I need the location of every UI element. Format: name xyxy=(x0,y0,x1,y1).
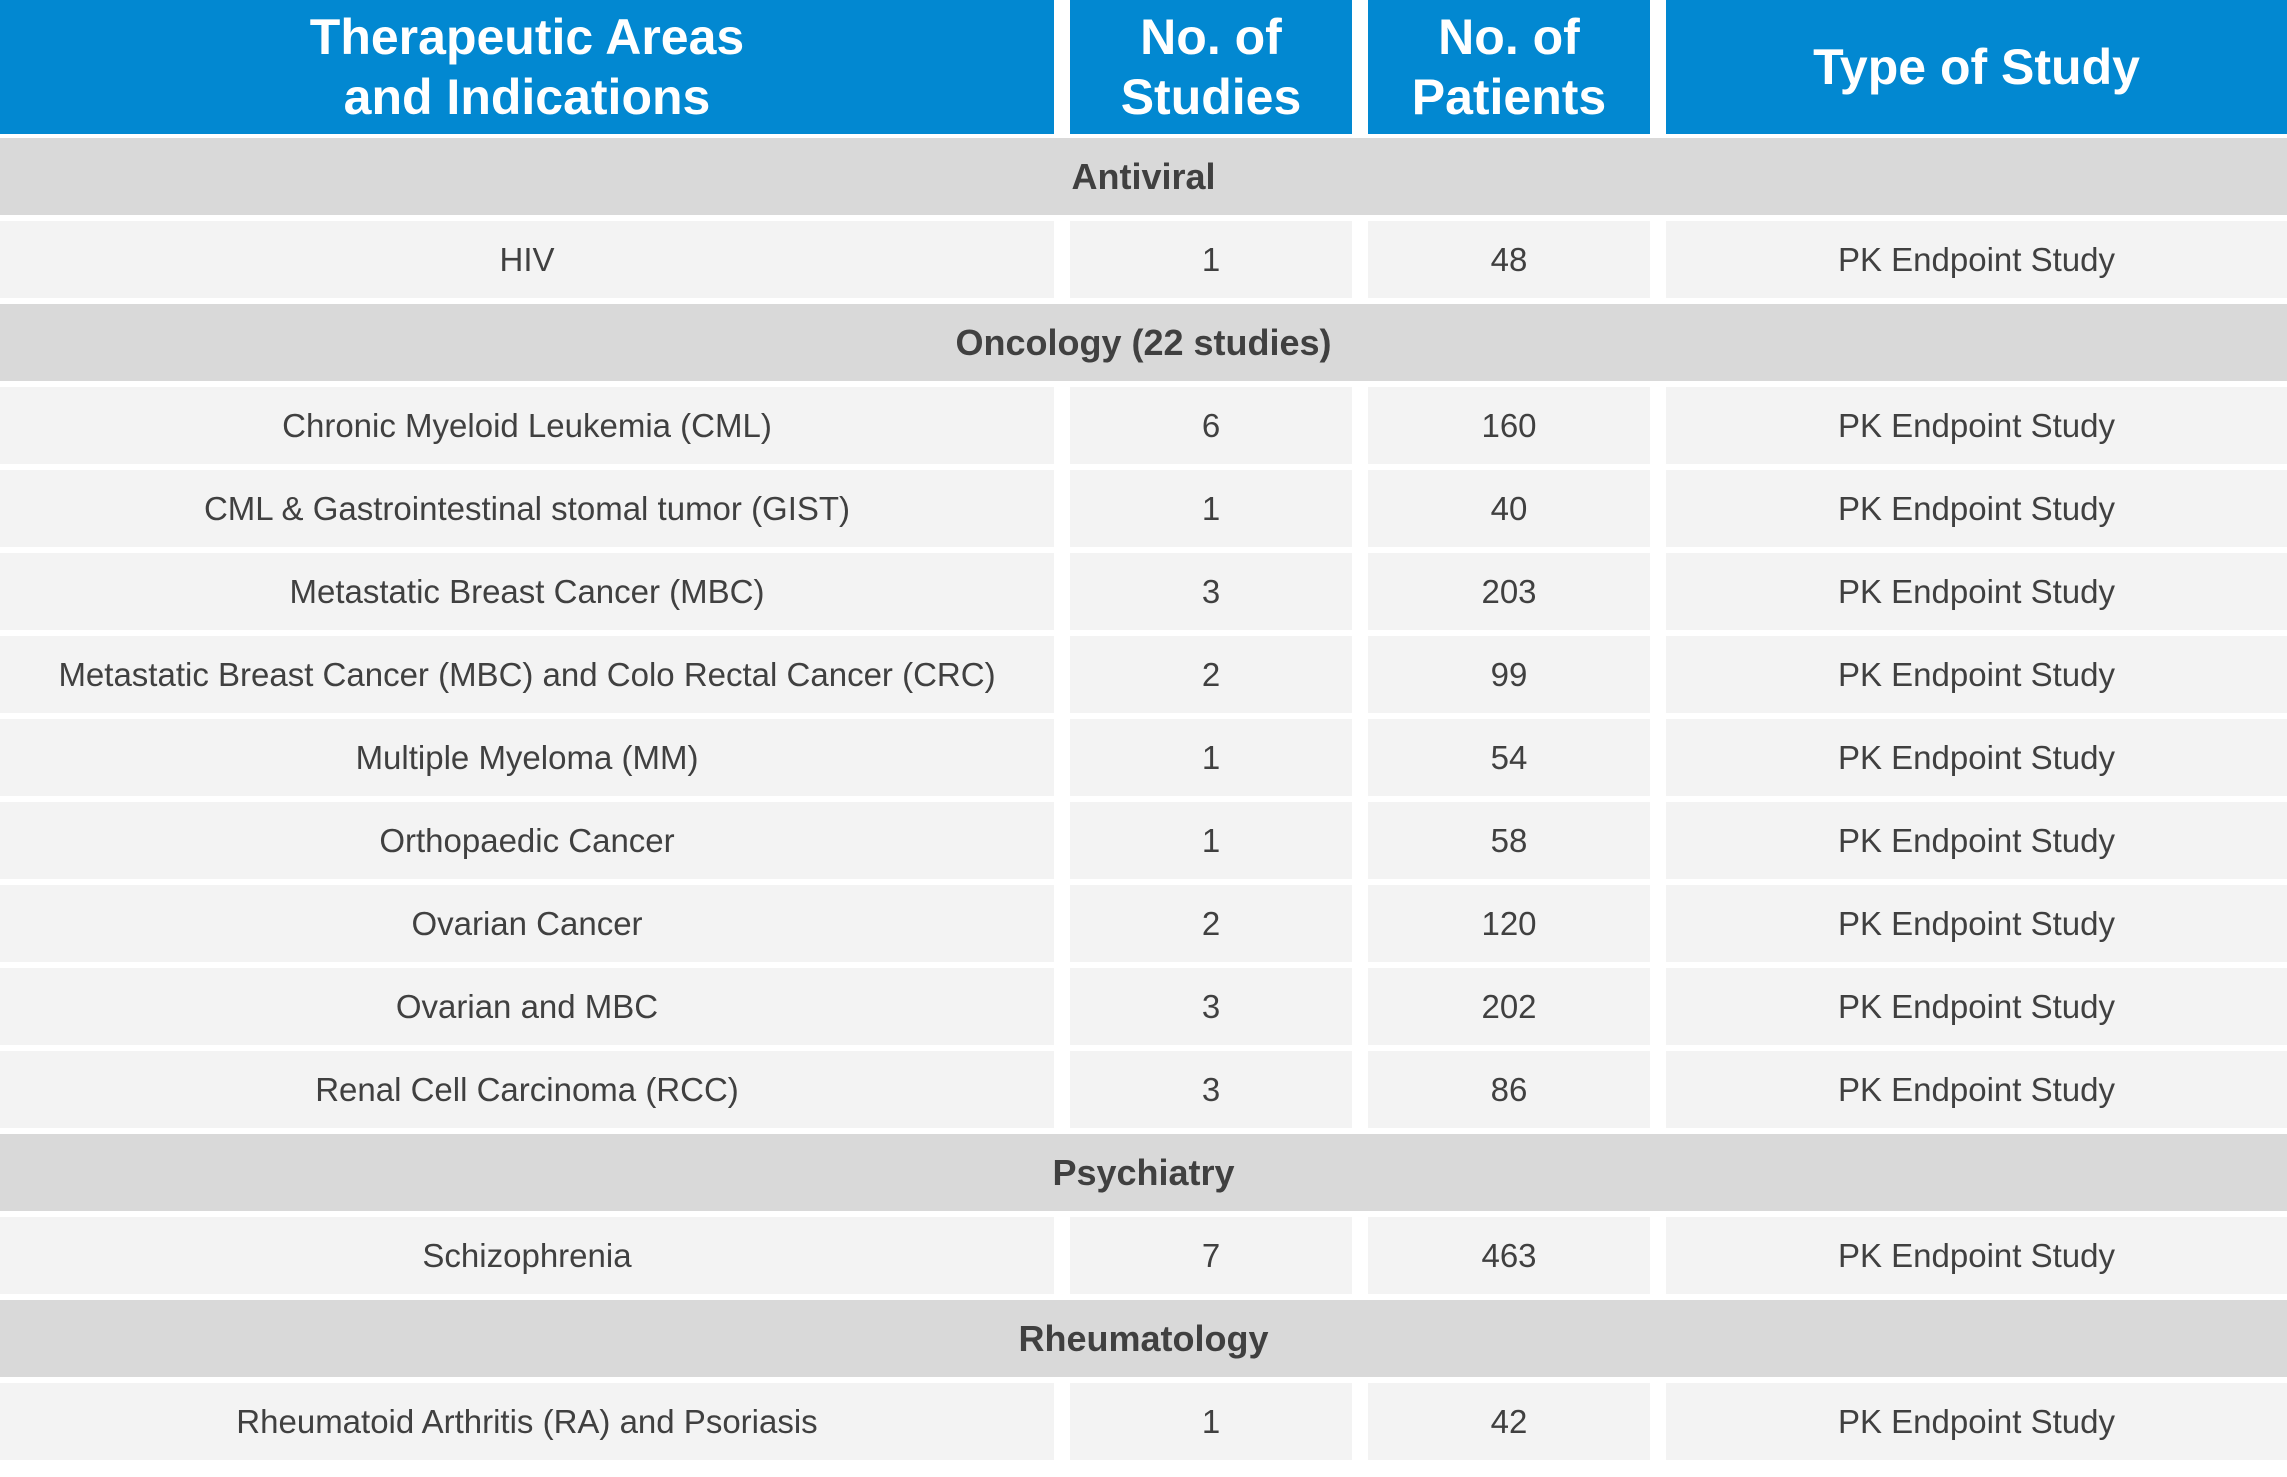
table-row: Metastatic Breast Cancer (MBC) 3 203 PK End… xyxy=(0,553,2287,636)
patients-count-cell: 463 xyxy=(1368,1217,1666,1300)
studies-count-cell: 3 xyxy=(1070,553,1368,636)
indication-cell: Schizophrenia xyxy=(0,1217,1070,1300)
indication-cell: Rheumatoid Arthritis (RA) and Psoriasis xyxy=(0,1383,1070,1466)
section-title: Rheumatology xyxy=(0,1300,2287,1383)
studies-count-cell: 1 xyxy=(1070,221,1368,304)
study-type-cell: PK Endpoint Study xyxy=(1666,221,2287,304)
patients-count-cell: 48 xyxy=(1368,221,1666,304)
study-type-cell: PK Endpoint Study xyxy=(1666,387,2287,470)
table-row: HIV 1 48 PK Endpoint Study xyxy=(0,221,2287,304)
indication-cell: Ovarian Cancer xyxy=(0,885,1070,968)
table-row: Multiple Myeloma (MM) 1 54 PK Endpoint Stud… xyxy=(0,719,2287,802)
studies-count-cell: 6 xyxy=(1070,387,1368,470)
indication-cell: Metastatic Breast Cancer (MBC) xyxy=(0,553,1070,636)
studies-count-cell: 2 xyxy=(1070,636,1368,719)
header-no-of-patients-line-1: No. of xyxy=(1438,9,1580,65)
section-row: Rheumatology xyxy=(0,1300,2287,1383)
section-row: Oncology (22 studies) xyxy=(0,304,2287,387)
studies-count-cell: 1 xyxy=(1070,470,1368,553)
table-row: Orthopaedic Cancer 1 58 PK Endpoint Study xyxy=(0,802,2287,885)
section-title: Antiviral xyxy=(0,138,2287,221)
header-therapeutic-areas-line-2: and Indications xyxy=(343,69,711,125)
patients-count-cell: 40 xyxy=(1368,470,1666,553)
section-row: Antiviral xyxy=(0,138,2287,221)
patients-count-cell: 54 xyxy=(1368,719,1666,802)
table-row: Rheumatoid Arthritis (RA) and Psoriasis 1… xyxy=(0,1383,2287,1466)
section-title: Oncology (22 studies) xyxy=(0,304,2287,387)
table-row: Chronic Myeloid Leukemia (CML) 6 160 PK End… xyxy=(0,387,2287,470)
study-type-cell: PK Endpoint Study xyxy=(1666,1051,2287,1134)
patients-count-cell: 160 xyxy=(1368,387,1666,470)
patients-count-cell: 86 xyxy=(1368,1051,1666,1134)
studies-count-cell: 1 xyxy=(1070,802,1368,885)
table-row: CML & Gastrointestinal stomal tumor (GIS… xyxy=(0,470,2287,553)
study-type-cell: PK Endpoint Study xyxy=(1666,1383,2287,1466)
table-body: Antiviral HIV 1 48 PK Endpoint Study Oncology… xyxy=(0,138,2287,1466)
indication-cell: Metastatic Breast Cancer (MBC) and Colo … xyxy=(0,636,1070,719)
study-type-cell: PK Endpoint Study xyxy=(1666,719,2287,802)
section-title: Psychiatry xyxy=(0,1134,2287,1217)
indication-cell: Renal Cell Carcinoma (RCC) xyxy=(0,1051,1070,1134)
header-no-of-patients-line-2: Patients xyxy=(1411,69,1607,125)
header-no-of-studies-line-1: No. of xyxy=(1140,9,1282,65)
table-row: Ovarian and MBC 3 202 PK Endpoint Study xyxy=(0,968,2287,1051)
study-type-cell: PK Endpoint Study xyxy=(1666,802,2287,885)
indication-cell: Chronic Myeloid Leukemia (CML) xyxy=(0,387,1070,470)
study-type-cell: PK Endpoint Study xyxy=(1666,1217,2287,1300)
studies-count-cell: 1 xyxy=(1070,719,1368,802)
study-type-cell: PK Endpoint Study xyxy=(1666,968,2287,1051)
header-no-of-studies-line-2: Studies xyxy=(1120,69,1302,125)
patients-count-cell: 99 xyxy=(1368,636,1666,719)
studies-count-cell: 3 xyxy=(1070,1051,1368,1134)
studies-count-cell: 1 xyxy=(1070,1383,1368,1466)
header-no-of-patients: No. of Patients xyxy=(1368,0,1666,138)
table-row: Renal Cell Carcinoma (RCC) 3 86 PK Endpoint… xyxy=(0,1051,2287,1134)
table-header: Therapeutic Areas and Indications No. of… xyxy=(0,0,2287,138)
studies-count-cell: 3 xyxy=(1070,968,1368,1051)
study-type-cell: PK Endpoint Study xyxy=(1666,636,2287,719)
indication-cell: Multiple Myeloma (MM) xyxy=(0,719,1070,802)
section-row: Psychiatry xyxy=(0,1134,2287,1217)
header-therapeutic-areas-line-1: Therapeutic Areas xyxy=(309,9,745,65)
indication-cell: CML & Gastrointestinal stomal tumor (GIS… xyxy=(0,470,1070,553)
patients-count-cell: 58 xyxy=(1368,802,1666,885)
patients-count-cell: 42 xyxy=(1368,1383,1666,1466)
header-row: Therapeutic Areas and Indications No. of… xyxy=(0,0,2287,138)
patients-count-cell: 202 xyxy=(1368,968,1666,1051)
patients-count-cell: 120 xyxy=(1368,885,1666,968)
study-type-cell: PK Endpoint Study xyxy=(1666,553,2287,636)
table-row: Schizophrenia 7 463 PK Endpoint Study xyxy=(0,1217,2287,1300)
studies-count-cell: 7 xyxy=(1070,1217,1368,1300)
study-type-cell: PK Endpoint Study xyxy=(1666,470,2287,553)
patients-count-cell: 203 xyxy=(1368,553,1666,636)
studies-count-cell: 2 xyxy=(1070,885,1368,968)
indication-cell: Orthopaedic Cancer xyxy=(0,802,1070,885)
header-type-of-study-line-1: Type of Study xyxy=(1813,39,2140,95)
header-no-of-studies: No. of Studies xyxy=(1070,0,1368,138)
header-therapeutic-areas: Therapeutic Areas and Indications xyxy=(0,0,1070,138)
indication-cell: Ovarian and MBC xyxy=(0,968,1070,1051)
table-row: Metastatic Breast Cancer (MBC) and Colo … xyxy=(0,636,2287,719)
study-type-cell: PK Endpoint Study xyxy=(1666,885,2287,968)
table-row: Ovarian Cancer 2 120 PK Endpoint Study xyxy=(0,885,2287,968)
indication-cell: HIV xyxy=(0,221,1070,304)
header-type-of-study: Type of Study xyxy=(1666,0,2287,138)
